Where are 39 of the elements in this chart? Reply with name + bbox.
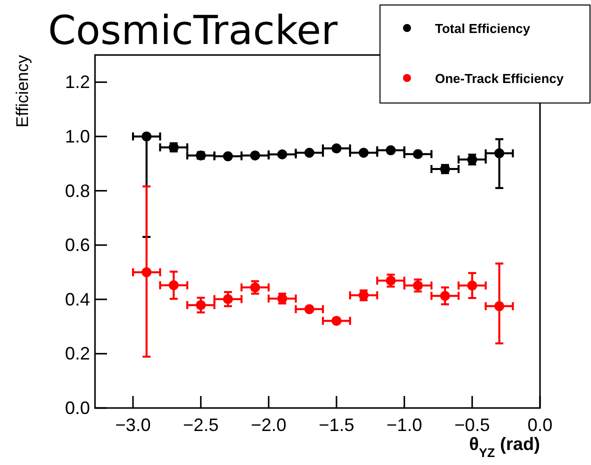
point [467,280,478,291]
point [250,150,260,160]
point [277,149,288,160]
y-tick-label: 0.0 [64,398,90,418]
y-tick-label: 1.2 [64,72,90,92]
point [168,280,179,290]
x-axis-title: θ$_{YZ}$ (rad) [469,434,540,460]
x-tick-label: −0.5 [454,415,490,435]
point [331,316,342,326]
legend-label: One-Track Efficiency [435,71,564,86]
x-tick-label: −2.5 [183,415,219,435]
y-tick-label: 1.0 [64,126,90,146]
y-tick-label: 0.2 [64,344,90,364]
x-tick-label: −1.0 [386,415,422,435]
point [358,148,369,158]
point [142,267,152,278]
legend-label: Total Efficiency [435,21,531,36]
y-tick-label: 0.8 [64,180,90,201]
y-axis-title: Efficiency [13,54,32,128]
x-tick-label: 0.0 [527,415,553,435]
point [142,131,152,142]
point [494,148,504,158]
point [196,300,206,310]
point [412,149,423,160]
point [386,145,396,156]
point [222,294,233,304]
point [222,151,233,162]
x-tick-label: −3.0 [115,415,151,435]
chart-title: CosmicTracker [48,8,338,54]
point [440,290,450,301]
x-tick-label: −2.0 [250,415,286,435]
y-tick-label: 0.6 [64,235,90,256]
point [331,143,342,154]
point [304,304,314,314]
y-tick-label: 0.4 [64,289,90,310]
point [250,282,260,292]
x-tick-label: −1.5 [318,415,354,435]
point [494,301,504,312]
point [304,148,314,158]
